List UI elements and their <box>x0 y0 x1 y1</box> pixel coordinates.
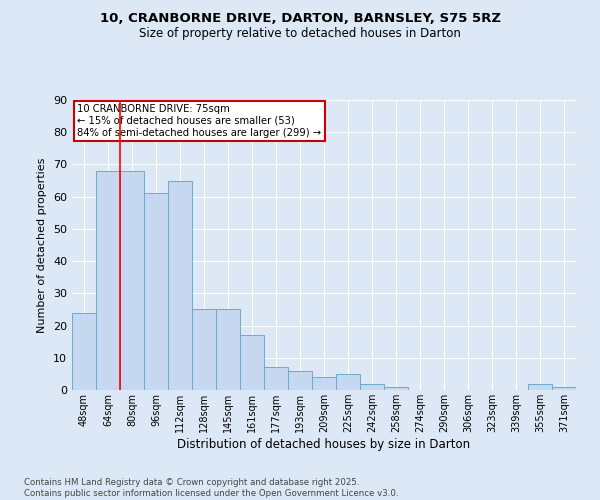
Text: Contains HM Land Registry data © Crown copyright and database right 2025.
Contai: Contains HM Land Registry data © Crown c… <box>24 478 398 498</box>
Bar <box>72 312 96 390</box>
Bar <box>192 310 216 390</box>
Bar <box>528 384 552 390</box>
Text: 10, CRANBORNE DRIVE, DARTON, BARNSLEY, S75 5RZ: 10, CRANBORNE DRIVE, DARTON, BARNSLEY, S… <box>100 12 500 26</box>
Bar <box>240 335 264 390</box>
Bar <box>216 310 240 390</box>
Bar <box>264 368 288 390</box>
Bar <box>552 387 576 390</box>
Bar <box>96 171 120 390</box>
Bar <box>336 374 360 390</box>
Bar <box>168 180 192 390</box>
Bar <box>120 171 144 390</box>
Bar <box>384 387 408 390</box>
Text: 10 CRANBORNE DRIVE: 75sqm
← 15% of detached houses are smaller (53)
84% of semi-: 10 CRANBORNE DRIVE: 75sqm ← 15% of detac… <box>77 104 321 138</box>
Bar <box>144 194 168 390</box>
Bar <box>360 384 384 390</box>
Y-axis label: Number of detached properties: Number of detached properties <box>37 158 47 332</box>
Bar <box>288 370 312 390</box>
X-axis label: Distribution of detached houses by size in Darton: Distribution of detached houses by size … <box>178 438 470 451</box>
Bar <box>312 377 336 390</box>
Text: Size of property relative to detached houses in Darton: Size of property relative to detached ho… <box>139 28 461 40</box>
